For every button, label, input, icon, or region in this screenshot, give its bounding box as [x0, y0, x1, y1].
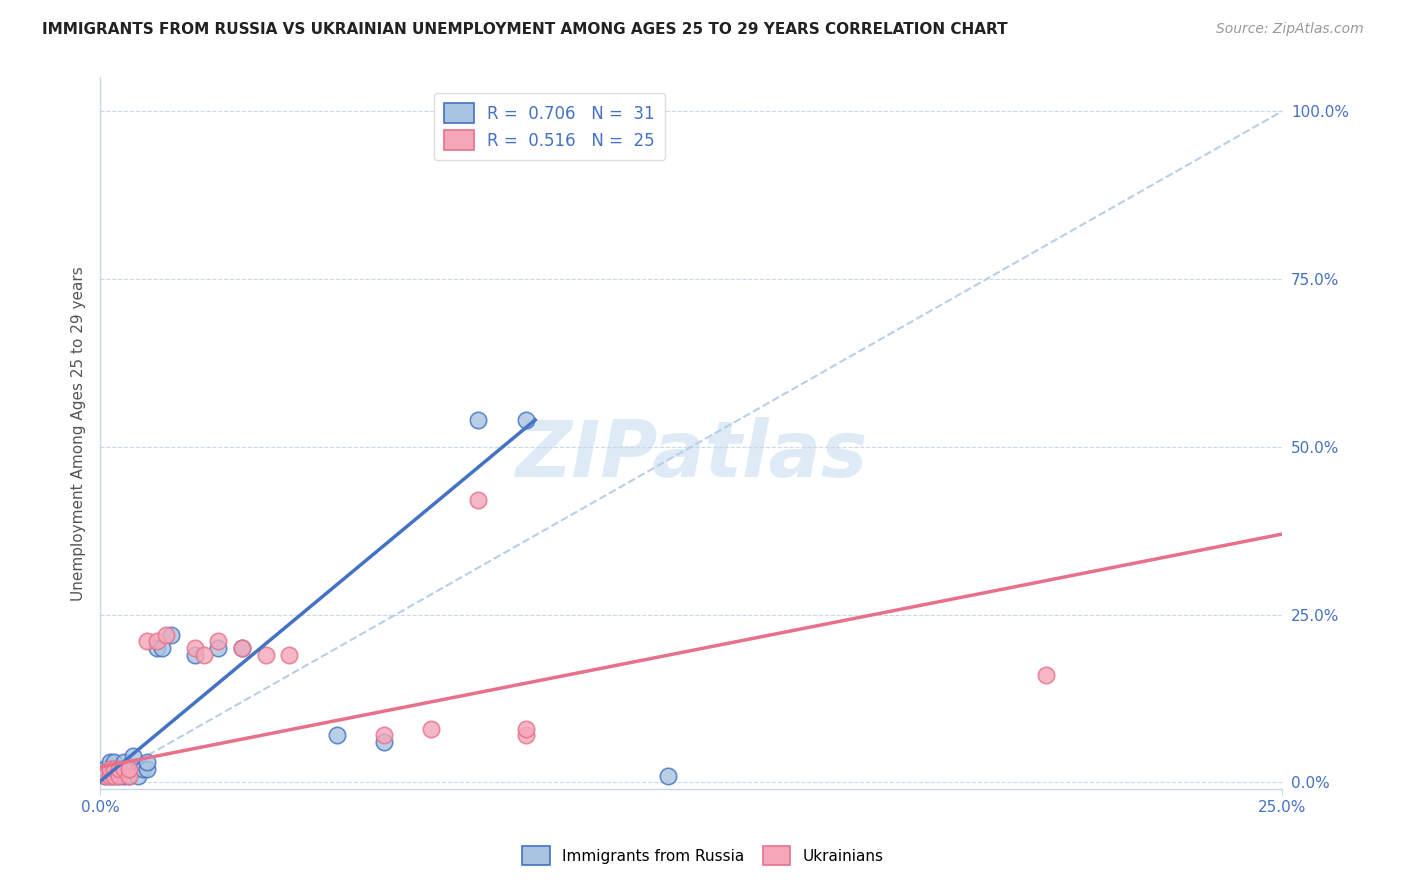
- Point: [131, 762, 153, 776]
- Point: [117, 762, 139, 776]
- Point: [207, 634, 229, 648]
- Point: [146, 641, 169, 656]
- Point: [467, 413, 489, 427]
- Point: [117, 769, 139, 783]
- Y-axis label: Unemployment Among Ages 25 to 29 years: Unemployment Among Ages 25 to 29 years: [72, 266, 86, 600]
- Point: [231, 641, 253, 656]
- Point: [254, 648, 277, 662]
- Point: [103, 769, 125, 783]
- Point: [122, 748, 145, 763]
- Point: [155, 628, 177, 642]
- Legend: R =  0.706   N =  31, R =  0.516   N =  25: R = 0.706 N = 31, R = 0.516 N = 25: [434, 93, 665, 161]
- Text: IMMIGRANTS FROM RUSSIA VS UKRAINIAN UNEMPLOYMENT AMONG AGES 25 TO 29 YEARS CORRE: IMMIGRANTS FROM RUSSIA VS UKRAINIAN UNEM…: [42, 22, 1008, 37]
- Point: [373, 735, 395, 749]
- Point: [146, 634, 169, 648]
- Point: [98, 756, 121, 770]
- Point: [325, 728, 347, 742]
- Point: [108, 762, 131, 776]
- Point: [112, 769, 135, 783]
- Point: [112, 756, 135, 770]
- Point: [467, 493, 489, 508]
- Point: [207, 641, 229, 656]
- Point: [373, 728, 395, 742]
- Point: [122, 762, 145, 776]
- Point: [136, 634, 159, 648]
- Text: ZIPatlas: ZIPatlas: [515, 417, 868, 492]
- Point: [127, 769, 149, 783]
- Point: [98, 769, 121, 783]
- Point: [103, 762, 125, 776]
- Point: [117, 762, 139, 776]
- Point: [117, 769, 139, 783]
- Point: [420, 722, 443, 736]
- Point: [193, 648, 215, 662]
- Point: [98, 762, 121, 776]
- Point: [108, 769, 131, 783]
- Point: [1035, 668, 1057, 682]
- Point: [150, 641, 173, 656]
- Point: [515, 728, 537, 742]
- Point: [160, 628, 183, 642]
- Point: [108, 769, 131, 783]
- Point: [136, 762, 159, 776]
- Point: [136, 756, 159, 770]
- Point: [98, 762, 121, 776]
- Point: [278, 648, 301, 662]
- Point: [94, 769, 117, 783]
- Point: [231, 641, 253, 656]
- Point: [108, 762, 131, 776]
- Point: [98, 769, 121, 783]
- Point: [112, 762, 135, 776]
- Point: [515, 413, 537, 427]
- Point: [103, 756, 125, 770]
- Point: [103, 769, 125, 783]
- Point: [94, 769, 117, 783]
- Point: [94, 762, 117, 776]
- Legend: Immigrants from Russia, Ukrainians: Immigrants from Russia, Ukrainians: [516, 840, 890, 871]
- Text: Source: ZipAtlas.com: Source: ZipAtlas.com: [1216, 22, 1364, 37]
- Point: [103, 762, 125, 776]
- Point: [183, 641, 205, 656]
- Point: [515, 722, 537, 736]
- Point: [657, 769, 679, 783]
- Point: [183, 648, 205, 662]
